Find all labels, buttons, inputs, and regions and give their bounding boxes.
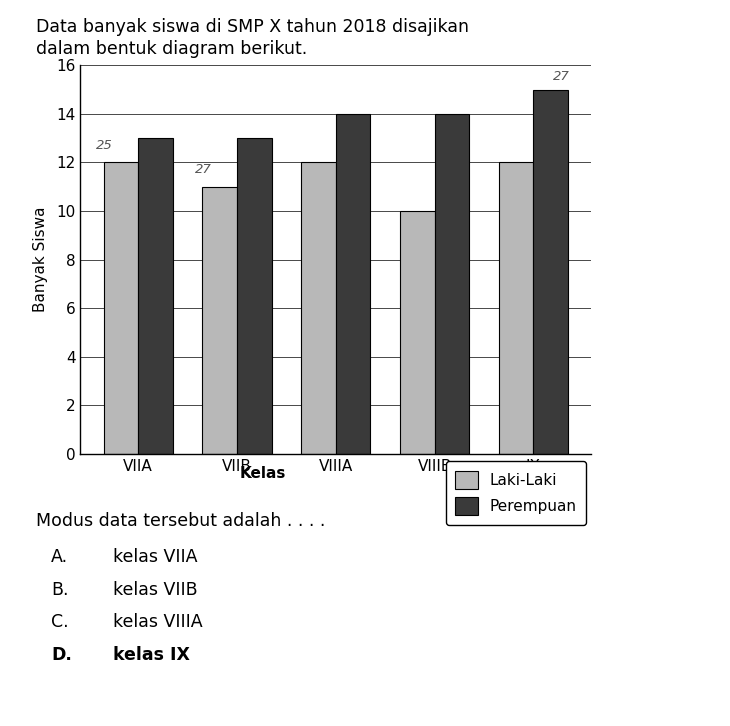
Text: Kelas: Kelas: [239, 466, 286, 481]
Bar: [202, 187, 237, 454]
Bar: [336, 114, 370, 454]
Text: kelas VIIA: kelas VIIA: [113, 548, 198, 566]
Text: C.: C.: [51, 613, 69, 632]
Text: D.: D.: [51, 646, 72, 664]
Text: 25: 25: [96, 139, 113, 152]
Bar: [138, 138, 173, 454]
Y-axis label: Banyak Siswa: Banyak Siswa: [33, 207, 47, 312]
Text: Data banyak siswa di SMP X tahun 2018 disajikan: Data banyak siswa di SMP X tahun 2018 di…: [36, 18, 469, 36]
Text: 27: 27: [195, 163, 212, 176]
Bar: [400, 211, 434, 454]
Text: dalam bentuk diagram berikut.: dalam bentuk diagram berikut.: [36, 40, 308, 58]
Bar: [434, 114, 469, 454]
Text: Modus data tersebut adalah . . . .: Modus data tersebut adalah . . . .: [36, 512, 326, 530]
Text: kelas VIIIA: kelas VIIIA: [113, 613, 203, 632]
Text: A.: A.: [51, 548, 68, 566]
Bar: [499, 163, 534, 454]
Text: kelas IX: kelas IX: [113, 646, 190, 664]
Legend: Laki-Laki, Perempuan: Laki-Laki, Perempuan: [445, 462, 586, 525]
Bar: [301, 163, 336, 454]
Text: kelas VIIB: kelas VIIB: [113, 581, 198, 599]
Bar: [534, 89, 568, 454]
Text: B.: B.: [51, 581, 69, 599]
Bar: [104, 163, 138, 454]
Text: 27: 27: [553, 70, 569, 83]
Bar: [237, 138, 272, 454]
